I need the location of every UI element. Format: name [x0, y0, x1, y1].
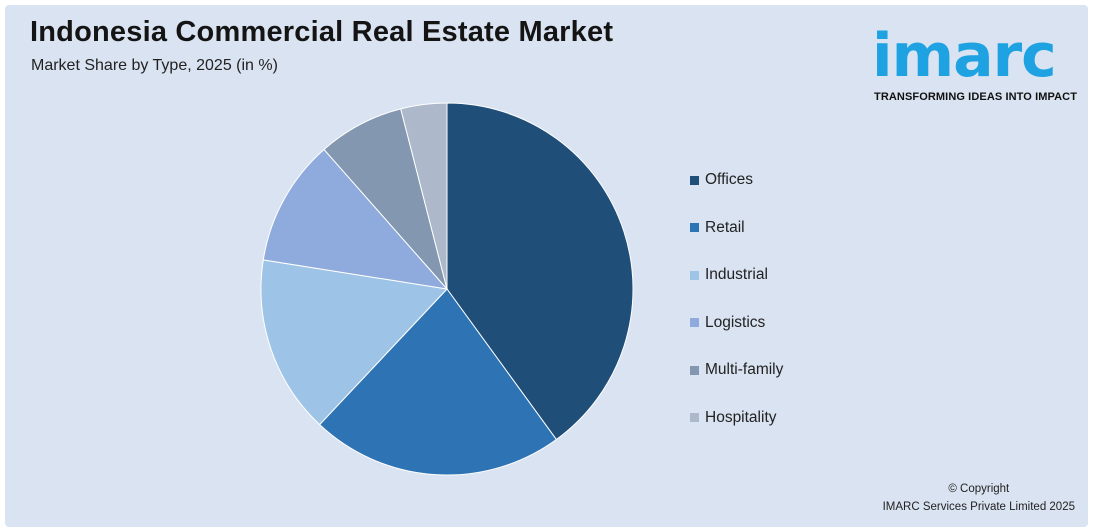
chart-title: Indonesia Commercial Real Estate Market — [30, 16, 614, 48]
legend-swatch-offices — [690, 175, 699, 185]
legend-swatch-industrial — [690, 270, 699, 280]
legend-swatch-retail — [690, 223, 699, 232]
legend-item-logistics: Logistics — [690, 311, 765, 335]
legend-label-industrial: Industrial — [705, 266, 768, 283]
pie-slice-logistics — [262, 148, 449, 290]
legend-label-hospitality: Hospitality — [705, 408, 777, 426]
legend-item-industrial: Industrial — [690, 263, 768, 287]
legend-label-logistics: Logistics — [705, 313, 766, 331]
imarc-logo: imarc TRANSFORMING IDEAS INTO IMPACT — [868, 12, 1083, 112]
legend-swatch-multi-family — [690, 365, 699, 375]
logo-tagline: TRANSFORMING IDEAS INTO IMPACT — [874, 91, 1078, 103]
legend-label-multi-family: Multi-family — [705, 361, 784, 378]
copyright-company: IMARC Services Private Limited 2025 — [882, 501, 1075, 513]
legend-label-retail: Retail — [705, 218, 745, 236]
pie-slice-hospitality — [400, 102, 448, 290]
pie-slice-retail — [318, 288, 558, 476]
copyright-line: © Copyright — [948, 483, 1010, 495]
copyright-notice: © Copyright IMARC Services Private Limit… — [883, 480, 1075, 516]
pie-slice-industrial — [260, 259, 449, 426]
legend-item-multi-family: Multi-family — [690, 358, 783, 382]
legend-swatch-hospitality — [690, 413, 699, 422]
logo-wordmark: imarc — [872, 21, 1057, 91]
legend-label-offices: Offices — [705, 171, 753, 188]
legend-item-hospitality: Hospitality — [690, 406, 777, 430]
legend-swatch-logistics — [690, 318, 699, 327]
pie-slice-offices — [446, 102, 634, 441]
legend-item-retail: Retail — [690, 216, 745, 240]
chart-subtitle: Market Share by Type, 2025 (in %) — [31, 57, 278, 74]
legend-item-offices: Offices — [690, 168, 753, 192]
